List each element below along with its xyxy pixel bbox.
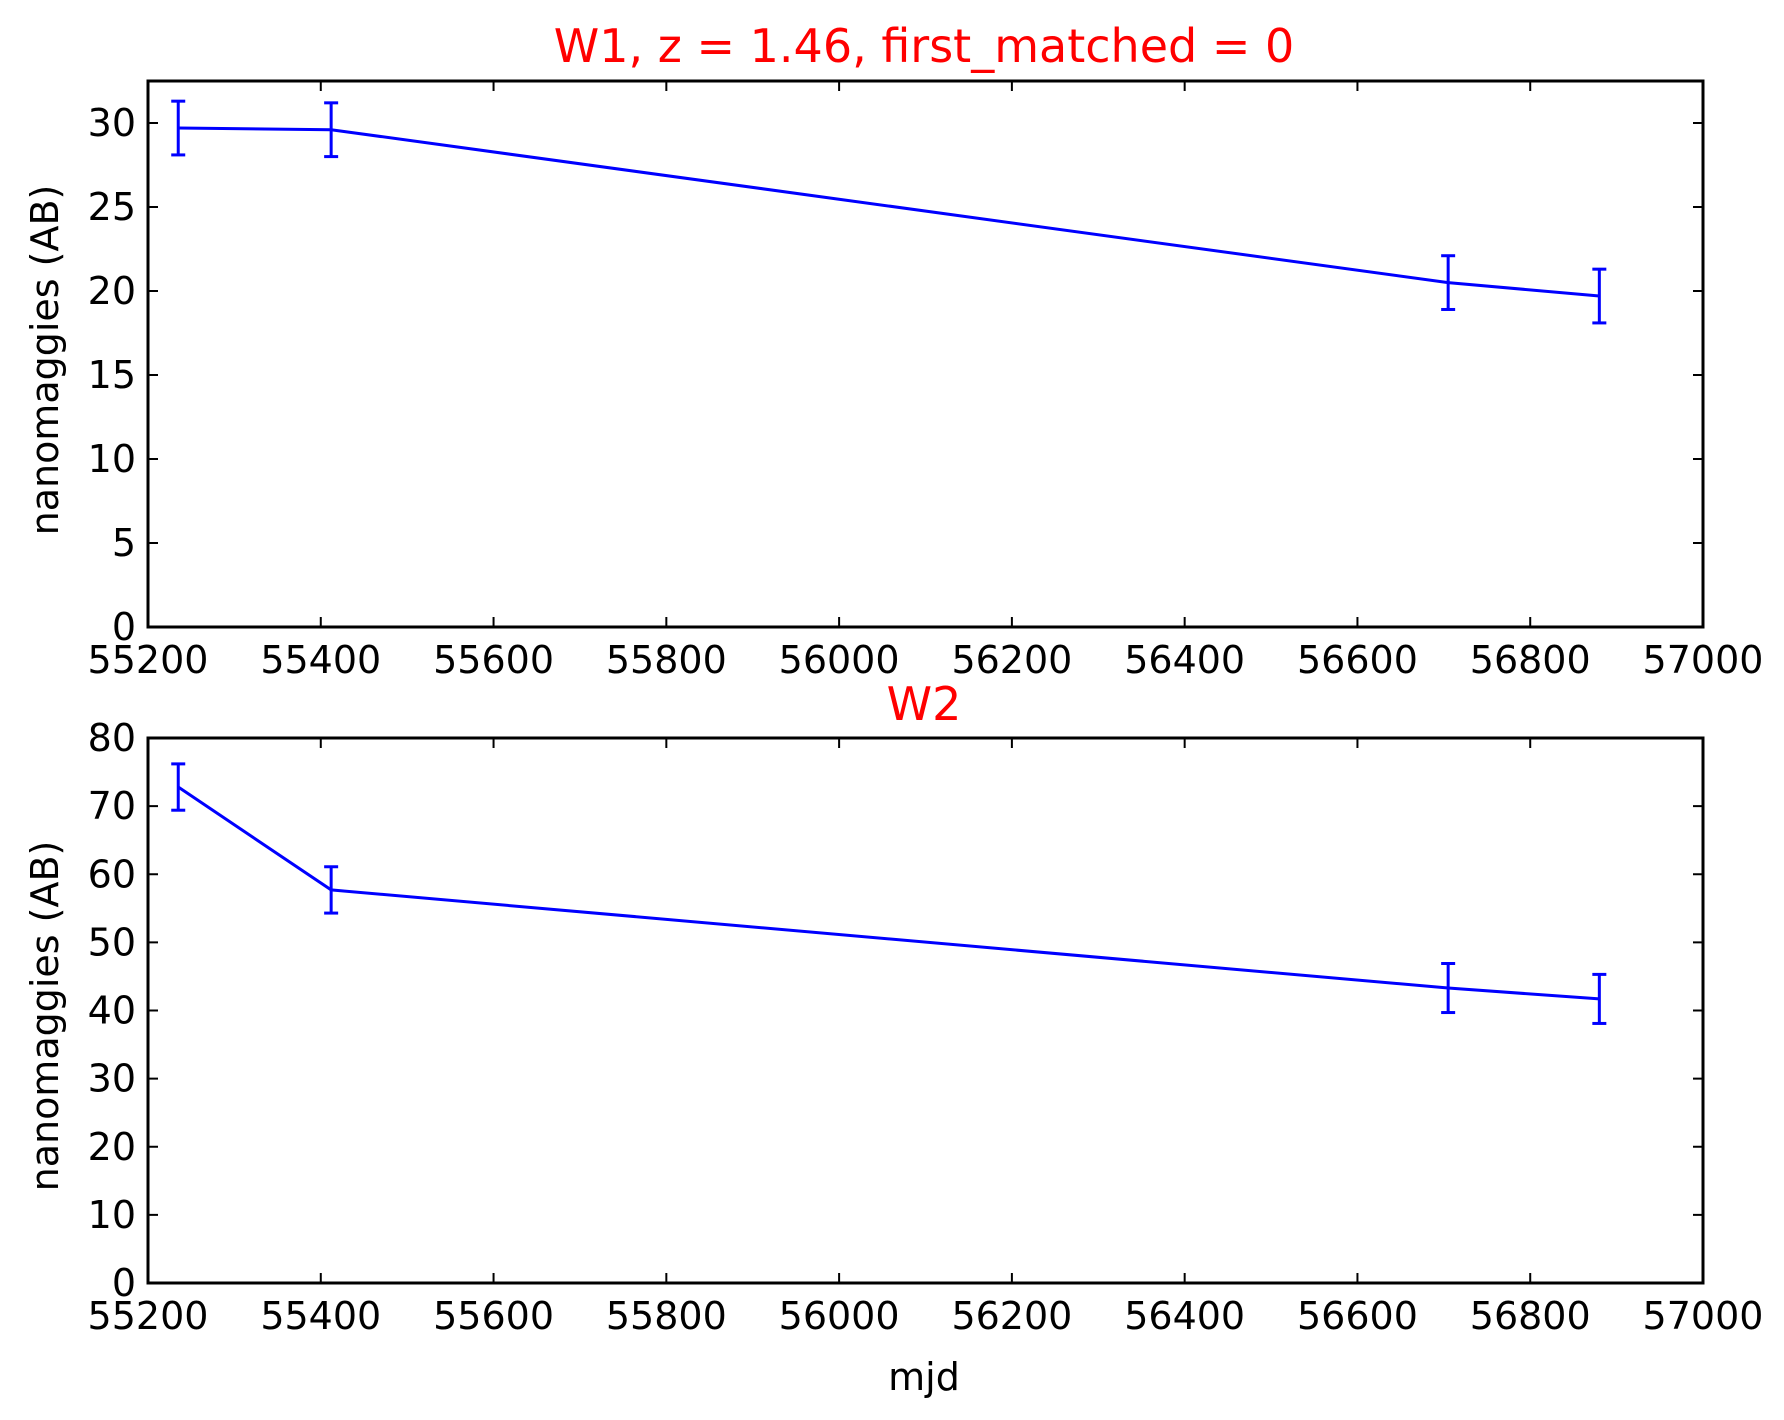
w2-errorbar bbox=[1592, 972, 1607, 1025]
w2-y-tick-label: 0 bbox=[112, 1261, 136, 1305]
w2-chart-title: W2 bbox=[887, 677, 962, 731]
w1-y-tick-label: 5 bbox=[112, 521, 136, 565]
w2-errorbar bbox=[171, 762, 186, 812]
w2-x-tick-label: 55200 bbox=[88, 1294, 209, 1338]
w2-x-tick-label: 56400 bbox=[1124, 1294, 1245, 1338]
w2-y-axis-label: nanomaggies (AB) bbox=[23, 841, 67, 1192]
w2-errorbar bbox=[1441, 961, 1456, 1015]
w2-y-tick-label: 40 bbox=[88, 989, 136, 1033]
w2-y-tick-label: 80 bbox=[88, 716, 136, 760]
w2-y-tick-label: 50 bbox=[88, 920, 136, 964]
w2-y-tick-label: 20 bbox=[88, 1125, 136, 1169]
w2-x-tick-label: 55800 bbox=[606, 1294, 727, 1338]
w2-axes-frame bbox=[146, 736, 1705, 1285]
w1-x-tick-label: 57000 bbox=[1643, 638, 1764, 682]
w2-series bbox=[171, 762, 1607, 1025]
w2-x-tick-label: 57000 bbox=[1643, 1294, 1764, 1338]
w1-x-tick-label: 55600 bbox=[433, 638, 554, 682]
w1-panel: W1, z = 1.46, first_matched = 0 nanomagg… bbox=[23, 19, 1763, 682]
w2-y-tick-label: 70 bbox=[88, 784, 136, 828]
w1-errorbar bbox=[324, 101, 339, 159]
w2-y-tick-label: 60 bbox=[88, 852, 136, 896]
w1-y-tick-label: 30 bbox=[88, 101, 136, 145]
w1-axes-frame bbox=[146, 79, 1705, 629]
w2-x-tick-label: 55600 bbox=[433, 1294, 554, 1338]
w2-series-line bbox=[177, 785, 1600, 1001]
w1-x-tick-label: 56800 bbox=[1470, 638, 1591, 682]
w1-y-tick-label: 0 bbox=[112, 605, 136, 649]
w1-y-tick-label: 20 bbox=[88, 269, 136, 313]
w2-y-tick-label: 10 bbox=[88, 1193, 136, 1237]
w1-errorbar bbox=[171, 99, 186, 157]
w2-x-tick-label: 56800 bbox=[1470, 1294, 1591, 1338]
w1-x-tick-label: 55400 bbox=[260, 638, 381, 682]
w1-x-tick-label: 55200 bbox=[88, 638, 209, 682]
w2-y-tick-label: 30 bbox=[88, 1057, 136, 1101]
w2-ticks: 55200 55400 55600 55800 56000 56200 56400 56600… bbox=[88, 716, 1764, 1338]
w1-y-tick-label: 25 bbox=[88, 185, 136, 229]
w1-y-tick-label: 10 bbox=[88, 437, 136, 481]
w2-panel: W2 nanomaggies (AB) mjd 55200 55400 55600 5… bbox=[23, 677, 1763, 1399]
w2-x-tick-label: 56200 bbox=[951, 1294, 1072, 1338]
w1-x-tick-label: 55800 bbox=[606, 638, 727, 682]
w1-y-tick-label: 15 bbox=[88, 353, 136, 397]
w1-series bbox=[171, 99, 1607, 325]
w2-x-tick-label: 56000 bbox=[779, 1294, 900, 1338]
w1-y-axis-label: nanomaggies (AB) bbox=[23, 185, 67, 536]
w1-series-line bbox=[178, 126, 1600, 298]
w1-chart-title: W1, z = 1.46, first_matched = 0 bbox=[554, 19, 1295, 73]
w2-errorbar bbox=[324, 865, 339, 915]
w1-ticks: 55200 55400 55600 55800 56000 56200 56400 56600… bbox=[88, 81, 1764, 682]
w2-x-tick-label: 55400 bbox=[260, 1294, 381, 1338]
w2-x-axis-label: mjd bbox=[888, 1355, 960, 1399]
w1-errorbar bbox=[1441, 254, 1456, 311]
w2-x-tick-label: 56600 bbox=[1297, 1294, 1418, 1338]
w1-x-tick-label: 56000 bbox=[779, 638, 900, 682]
w1-x-tick-label: 56200 bbox=[951, 638, 1072, 682]
w1-x-tick-label: 56400 bbox=[1124, 638, 1245, 682]
w1-errorbar bbox=[1592, 267, 1607, 325]
w1-x-tick-label: 56600 bbox=[1297, 638, 1418, 682]
